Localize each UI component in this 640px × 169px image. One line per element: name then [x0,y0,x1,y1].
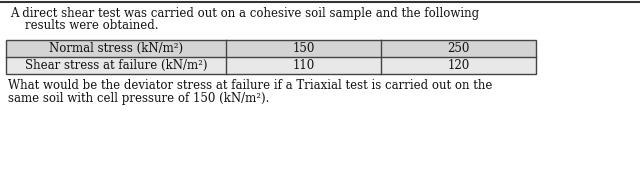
Text: 110: 110 [292,59,315,72]
Text: Normal stress (kN/m²): Normal stress (kN/m²) [49,42,183,55]
Bar [6,40,536,74]
Text: 250: 250 [447,42,470,55]
Text: A direct shear test was carried out on a cohesive soil sample and the following: A direct shear test was carried out on a… [10,7,479,20]
Bar [6,57,536,74]
Text: 150: 150 [292,42,315,55]
Text: What would be the deviator stress at failure if a Triaxial test is carried out o: What would be the deviator stress at fai… [8,79,492,92]
Text: results were obtained.: results were obtained. [10,19,159,32]
Text: 120: 120 [447,59,470,72]
Text: Shear stress at failure (kN/m²): Shear stress at failure (kN/m²) [25,59,207,72]
Bar [6,40,536,57]
Text: same soil with cell pressure of 150 (kN/m²).: same soil with cell pressure of 150 (kN/… [8,92,269,105]
